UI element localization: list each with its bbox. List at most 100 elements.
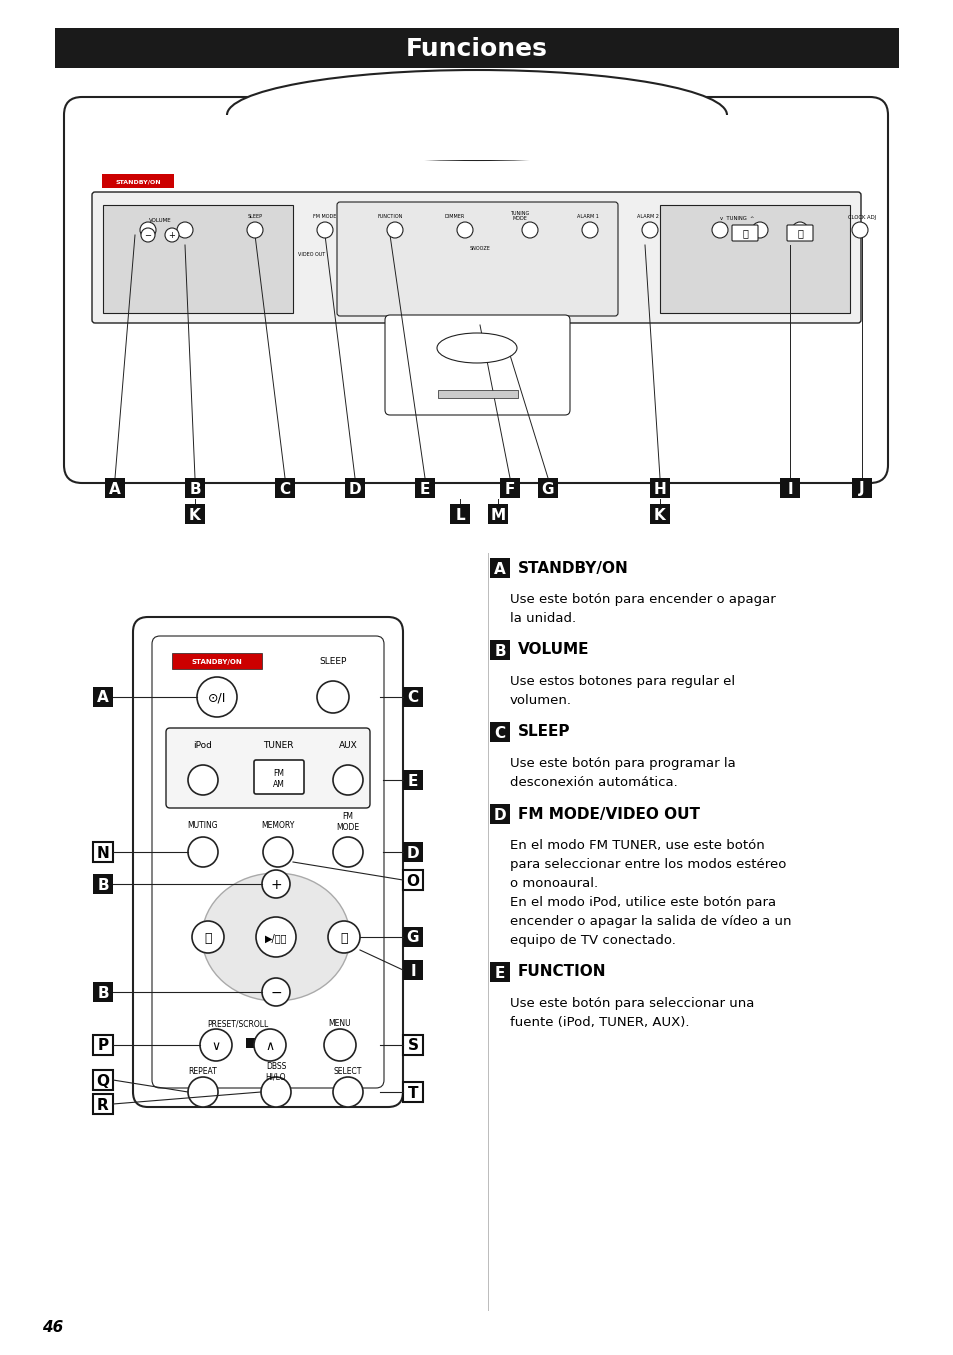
Text: TUNING
MODE: TUNING MODE	[510, 210, 529, 221]
Text: Funciones: Funciones	[406, 37, 547, 61]
Text: K: K	[189, 508, 201, 523]
Text: D: D	[493, 808, 506, 822]
Text: ⏮: ⏮	[741, 228, 747, 238]
Text: E: E	[495, 966, 505, 981]
Circle shape	[188, 1077, 218, 1107]
FancyBboxPatch shape	[490, 558, 510, 579]
Text: SLEEP: SLEEP	[517, 725, 570, 740]
Text: volumen.: volumen.	[510, 694, 572, 707]
Circle shape	[165, 228, 179, 243]
Text: Q: Q	[96, 1073, 110, 1088]
Text: v  TUNING  ^: v TUNING ^	[720, 215, 754, 221]
Text: para seleccionar entre los modos estéreo: para seleccionar entre los modos estéreo	[510, 858, 785, 871]
FancyBboxPatch shape	[345, 478, 365, 499]
Ellipse shape	[436, 333, 517, 363]
Text: A: A	[97, 691, 109, 706]
Text: VIDEO OUT: VIDEO OUT	[298, 252, 325, 257]
Text: AUX: AUX	[338, 740, 357, 749]
FancyBboxPatch shape	[402, 770, 422, 790]
Text: M: M	[490, 508, 505, 523]
Text: MEMORY: MEMORY	[261, 821, 294, 831]
Circle shape	[196, 678, 236, 717]
Text: PRESET/SCROLL: PRESET/SCROLL	[207, 1019, 269, 1028]
FancyBboxPatch shape	[490, 640, 510, 660]
Circle shape	[456, 222, 473, 238]
FancyBboxPatch shape	[253, 760, 304, 794]
Text: FM
MODE: FM MODE	[336, 812, 359, 832]
Text: fuente (iPod, TUNER, AUX).: fuente (iPod, TUNER, AUX).	[510, 1016, 689, 1028]
Text: SLEEP: SLEEP	[247, 214, 262, 218]
Text: C: C	[279, 481, 291, 496]
Text: E: E	[419, 481, 430, 496]
Circle shape	[253, 1028, 286, 1061]
Text: SELECT: SELECT	[334, 1068, 362, 1076]
Circle shape	[791, 222, 807, 238]
FancyBboxPatch shape	[780, 478, 800, 499]
Text: R: R	[97, 1098, 109, 1112]
Text: En el modo iPod, utilice este botón para: En el modo iPod, utilice este botón para	[510, 896, 776, 909]
Text: SLEEP: SLEEP	[319, 657, 346, 667]
Circle shape	[177, 222, 193, 238]
FancyBboxPatch shape	[786, 225, 812, 241]
Text: L: L	[455, 508, 464, 523]
Circle shape	[255, 917, 295, 957]
Text: K: K	[654, 508, 665, 523]
FancyBboxPatch shape	[91, 192, 861, 322]
Text: o monoaural.: o monoaural.	[510, 877, 598, 890]
FancyBboxPatch shape	[537, 478, 558, 499]
Circle shape	[387, 222, 402, 238]
FancyBboxPatch shape	[185, 504, 205, 524]
Text: G: G	[541, 481, 554, 496]
Text: S: S	[407, 1038, 418, 1053]
Text: B: B	[494, 644, 505, 659]
Text: B: B	[97, 985, 109, 1000]
Text: FM
AM: FM AM	[273, 770, 285, 789]
FancyBboxPatch shape	[402, 927, 422, 947]
Text: ⏭: ⏭	[796, 228, 802, 238]
Text: B: B	[189, 481, 200, 496]
Circle shape	[261, 1077, 291, 1107]
FancyBboxPatch shape	[731, 225, 758, 241]
Text: STANDBY/ON: STANDBY/ON	[192, 659, 242, 665]
FancyBboxPatch shape	[92, 1035, 112, 1056]
FancyBboxPatch shape	[105, 478, 125, 499]
Text: ALARM 1: ALARM 1	[577, 214, 598, 218]
Text: ⏮: ⏮	[204, 931, 212, 944]
Text: REPEAT: REPEAT	[189, 1068, 217, 1076]
Text: D: D	[406, 846, 419, 860]
Text: DBSS
HI/LO: DBSS HI/LO	[266, 1062, 286, 1081]
Text: ∨: ∨	[212, 1039, 220, 1053]
Ellipse shape	[202, 873, 350, 1001]
Text: O: O	[406, 874, 419, 889]
Text: C: C	[494, 725, 505, 740]
Circle shape	[581, 222, 598, 238]
FancyBboxPatch shape	[649, 478, 669, 499]
Text: I: I	[786, 481, 792, 496]
Text: Use este botón para seleccionar una: Use este botón para seleccionar una	[510, 997, 754, 1009]
Bar	[55, 28, 898, 68]
Circle shape	[641, 222, 658, 238]
Bar	[103, 205, 293, 313]
Circle shape	[200, 1028, 232, 1061]
FancyBboxPatch shape	[488, 504, 507, 524]
Circle shape	[316, 222, 333, 238]
Text: ∧: ∧	[265, 1039, 274, 1053]
Text: FM MODE: FM MODE	[313, 214, 336, 218]
Text: H: H	[653, 481, 666, 496]
FancyBboxPatch shape	[499, 478, 519, 499]
FancyBboxPatch shape	[92, 982, 112, 1001]
Circle shape	[247, 222, 263, 238]
Circle shape	[316, 682, 349, 713]
FancyBboxPatch shape	[274, 478, 294, 499]
FancyBboxPatch shape	[490, 962, 510, 982]
Text: ▶/⎯⎯: ▶/⎯⎯	[265, 934, 287, 943]
FancyBboxPatch shape	[649, 504, 669, 524]
FancyBboxPatch shape	[172, 653, 262, 669]
Text: la unidad.: la unidad.	[510, 612, 576, 625]
Text: equipo de TV conectado.: equipo de TV conectado.	[510, 934, 675, 947]
Text: ALARM 2: ALARM 2	[637, 214, 659, 218]
Circle shape	[263, 837, 293, 867]
Text: −: −	[270, 986, 281, 1000]
Text: 46: 46	[42, 1321, 63, 1336]
Circle shape	[188, 837, 218, 867]
